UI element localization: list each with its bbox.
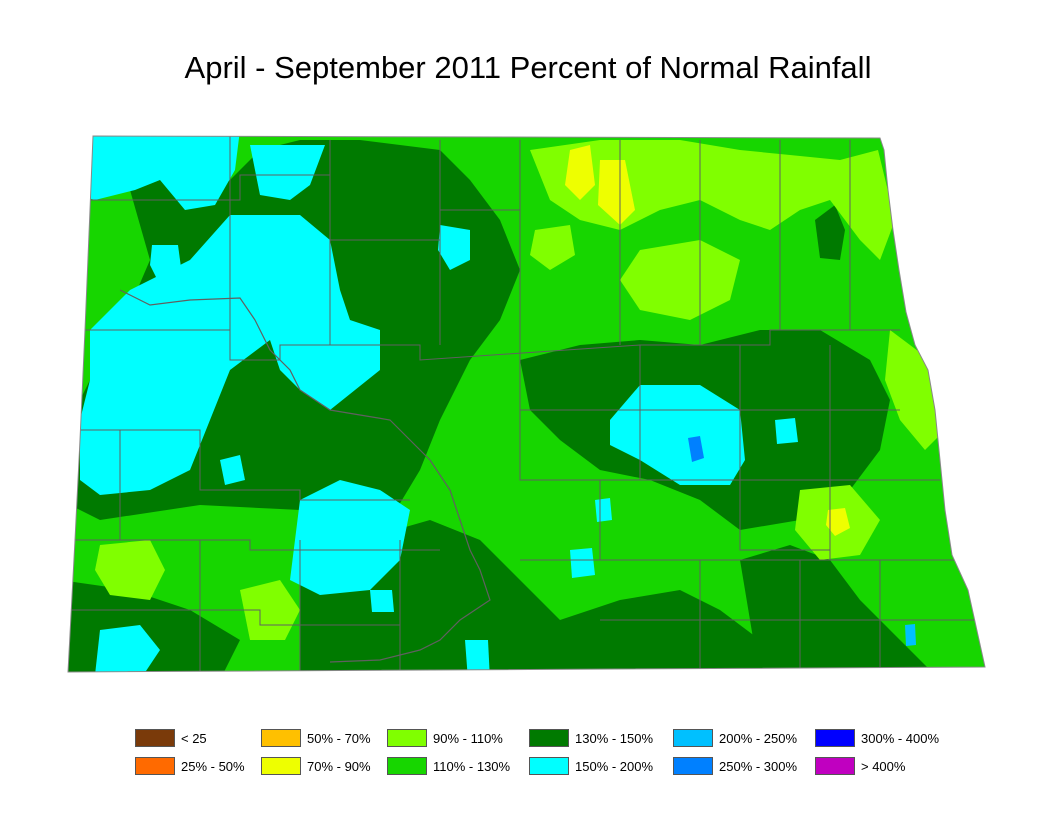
legend-item-300-400: 300% - 400% [815,728,939,748]
legend-item-150-200: 150% - 200% [529,756,653,776]
legend-swatch [261,729,301,747]
legend-item-200-250: 200% - 250% [673,728,797,748]
legend-swatch [529,757,569,775]
legend-label: 110% - 130% [433,758,511,774]
legend-label: 150% - 200% [575,758,654,774]
legend-label: > 400% [861,758,906,774]
zone-150-200-spot4 [465,640,490,672]
legend-item-25-50: 25% - 50% [135,756,245,776]
zone-90-110-north2 [620,240,740,320]
legend-swatch [387,757,427,775]
missouri-river [119,289,491,663]
legend-swatch [529,729,569,747]
legend-item-90-110: 90% - 110% [387,728,503,748]
legend-label: 300% - 400% [861,730,940,746]
legend-label: 90% - 110% [433,730,503,746]
legend-item-70-90: 70% - 90% [261,756,371,776]
zone-130-150-south [300,520,800,672]
zone-90-110-ctr [530,225,575,270]
map-title: April - September 2011 Percent of Normal… [184,50,872,85]
legend-swatch [135,729,175,747]
zone-150-200-sw [95,625,160,672]
state-outline [67,135,986,673]
legend-item-110-130: 110% - 130% [387,756,510,776]
legend-swatch [387,729,427,747]
legend-item-250-300: 250% - 300% [673,756,797,776]
legend: < 25 25% - 50% 50% - 70% 70% - 90% 90% -… [135,728,965,778]
legend-item-lt25: < 25 [135,728,207,748]
legend-swatch [673,757,713,775]
legend-item-50-70: 50% - 70% [261,728,371,748]
zone-90-110-sw [95,540,165,600]
legend-label: 70% - 90% [307,758,371,774]
legend-swatch [815,729,855,747]
legend-label: 25% - 50% [181,758,245,774]
zone-150-200-ctr [438,225,470,270]
legend-label: 50% - 70% [307,730,371,746]
zone-150-200-spot6 [775,418,798,444]
legend-swatch [261,757,301,775]
legend-item-130-150: 130% - 150% [529,728,653,748]
legend-label: 200% - 250% [719,730,798,746]
zone-150-200-spot5 [370,590,394,612]
zone-70-90-north [565,145,595,200]
legend-label: < 25 [181,730,207,746]
zone-130-150-east [740,545,940,672]
legend-swatch [815,757,855,775]
zone-150-200-nw [68,136,240,210]
zone-150-200-south [290,480,410,595]
legend-swatch [673,729,713,747]
zone-70-90-north2 [598,160,635,225]
zone-70-90-se [826,508,850,536]
zone-150-200-spot1 [220,455,245,485]
zone-150-200-spot2 [595,498,612,522]
zone-250-300-spot [688,436,704,462]
zone-150-200-northwest [250,145,325,200]
zone-150-200-spot3 [570,548,595,578]
legend-label: 130% - 150% [575,730,654,746]
county-lines [70,136,980,672]
zone-130-150-ne [815,205,845,260]
legend-item-gt400: > 400% [815,756,905,776]
zone-200-250-spot [905,624,916,646]
legend-label: 250% - 300% [719,758,798,774]
legend-swatch [135,757,175,775]
zone-150-200-nwctr [150,245,182,285]
